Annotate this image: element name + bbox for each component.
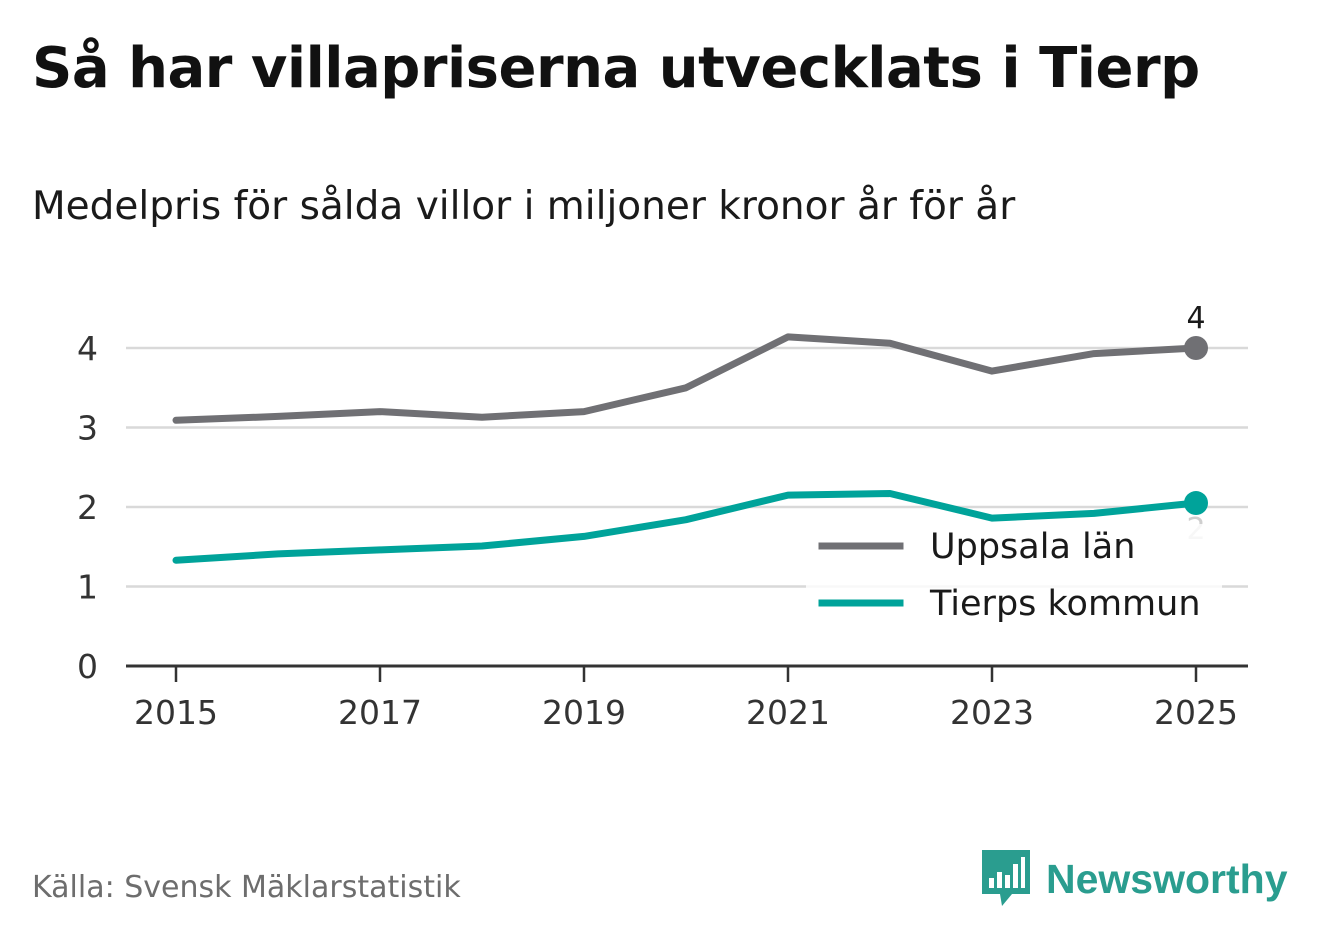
x-axis-ticks: 2015 2017 2019 2021 2023 2025 — [134, 666, 1238, 732]
brand-name: Newsworthy — [1046, 855, 1288, 902]
y-tick-label: 3 — [77, 409, 98, 448]
x-tick-label: 2015 — [134, 693, 218, 732]
y-axis-ticks: 0 1 2 3 4 — [77, 329, 98, 686]
series-line-uppsala-lan — [172, 333, 1200, 424]
y-tick-label: 4 — [77, 329, 98, 368]
y-tick-label: 0 — [77, 647, 98, 686]
chart-subtitle: Medelpris för sålda villor i miljoner kr… — [32, 184, 1016, 229]
x-tick-label: 2025 — [1154, 693, 1238, 732]
x-tick-label: 2017 — [338, 693, 422, 732]
y-tick-label: 2 — [77, 488, 98, 527]
series-end-marker — [1184, 336, 1208, 360]
newsworthy-logo-icon — [982, 850, 1030, 906]
source-note: Källa: Svensk Mäklarstatistik — [32, 870, 461, 905]
legend-label: Uppsala län — [930, 527, 1135, 567]
legend-label: Tierps kommun — [929, 584, 1201, 624]
chart-title: Så har villapriserna utvecklats i Tierp — [32, 36, 1200, 101]
x-tick-label: 2023 — [950, 693, 1034, 732]
y-tick-label: 1 — [77, 568, 98, 607]
series-end-marker — [1184, 491, 1208, 516]
series-lines: 42 — [172, 301, 1208, 564]
legend: Uppsala län Tierps kommun — [806, 524, 1222, 636]
data-label-uppsala-lan: 4 — [1186, 301, 1205, 336]
x-tick-label: 2019 — [542, 693, 626, 732]
series-line-tierps-kommun — [172, 490, 1200, 564]
brand-logo: Newsworthy — [980, 848, 1288, 910]
x-tick-label: 2021 — [746, 693, 830, 732]
